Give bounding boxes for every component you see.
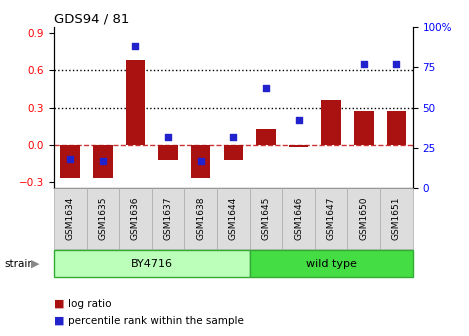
Text: ■: ■ — [54, 316, 64, 326]
Text: log ratio: log ratio — [68, 299, 112, 309]
Point — [229, 134, 237, 139]
Bar — [256, 129, 276, 145]
Bar — [93, 145, 113, 178]
Point — [295, 118, 303, 123]
Bar — [191, 145, 211, 178]
Text: GSM1638: GSM1638 — [196, 197, 205, 240]
Bar — [159, 145, 178, 160]
Bar — [386, 111, 406, 145]
Point — [197, 158, 204, 163]
Text: BY4716: BY4716 — [131, 259, 173, 269]
Point — [164, 134, 172, 139]
Text: GSM1650: GSM1650 — [359, 197, 368, 240]
Text: GSM1647: GSM1647 — [327, 197, 336, 240]
Text: strain: strain — [5, 259, 35, 269]
Text: GSM1646: GSM1646 — [294, 197, 303, 240]
Bar — [321, 100, 341, 145]
Text: GDS94 / 81: GDS94 / 81 — [54, 13, 129, 26]
Point — [99, 158, 106, 163]
Point — [393, 61, 400, 67]
Point — [132, 44, 139, 49]
Point — [67, 157, 74, 162]
Bar — [289, 145, 308, 147]
Bar — [354, 111, 374, 145]
Text: ■: ■ — [54, 299, 64, 309]
Point — [360, 61, 368, 67]
Text: GSM1635: GSM1635 — [98, 197, 107, 240]
Text: GSM1636: GSM1636 — [131, 197, 140, 240]
Bar — [61, 145, 80, 178]
Text: GSM1644: GSM1644 — [229, 197, 238, 240]
Text: wild type: wild type — [306, 259, 356, 269]
Text: GSM1634: GSM1634 — [66, 197, 75, 240]
Bar — [224, 145, 243, 160]
Point — [262, 85, 270, 91]
Text: GSM1651: GSM1651 — [392, 197, 401, 240]
Text: GSM1645: GSM1645 — [261, 197, 271, 240]
Text: ▶: ▶ — [31, 259, 39, 269]
Bar — [126, 60, 145, 145]
Text: GSM1637: GSM1637 — [164, 197, 173, 240]
Text: percentile rank within the sample: percentile rank within the sample — [68, 316, 244, 326]
